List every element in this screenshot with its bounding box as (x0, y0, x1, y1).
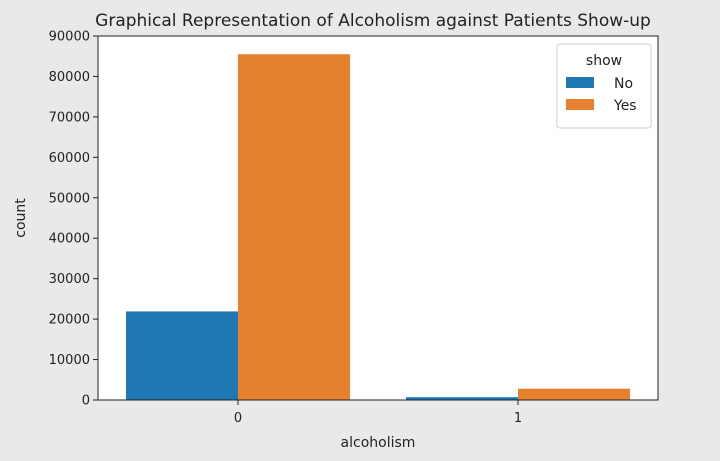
x-axis-label: alcoholism (341, 435, 416, 451)
bar-yes-1 (518, 388, 630, 400)
y-tick-label: 40000 (49, 232, 90, 247)
y-tick-label: 60000 (49, 151, 90, 166)
plot-frame (97, 35, 659, 401)
chart-title: Graphical Representation of Alcoholism a… (95, 11, 651, 31)
y-tick-label: 70000 (49, 110, 90, 125)
legend-label-no: No (614, 76, 633, 92)
legend-swatch-no (566, 77, 594, 88)
bar-yes-0 (238, 54, 350, 400)
bar-no-0 (126, 311, 238, 400)
x-tick-label: 1 (514, 411, 522, 426)
x-tick-label: 0 (234, 411, 242, 426)
y-tick-label: 90000 (49, 30, 90, 45)
y-axis: 0 10000 20000 30000 40000 50000 60000 70000 8000… (49, 30, 98, 409)
y-axis-label: count (13, 198, 29, 238)
legend-label-yes: Yes (613, 98, 637, 114)
y-tick-label: 0 (82, 394, 90, 409)
bar-no-1 (406, 397, 518, 400)
y-tick-label: 80000 (49, 70, 90, 85)
y-tick-label: 20000 (49, 313, 90, 328)
y-tick-label: 30000 (49, 272, 90, 287)
legend-swatch-yes (566, 99, 594, 110)
bars-group (126, 54, 630, 400)
y-tick-label: 10000 (49, 353, 90, 368)
legend: show No Yes (556, 43, 652, 129)
legend-title: show (586, 53, 622, 69)
y-tick-label: 50000 (49, 191, 90, 206)
